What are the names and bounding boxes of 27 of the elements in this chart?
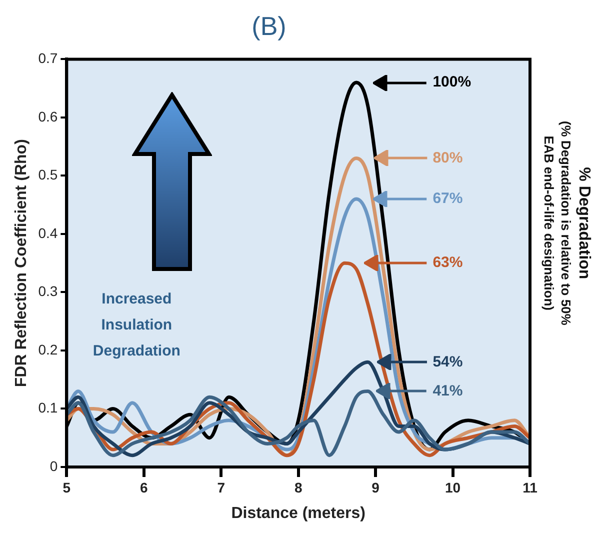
y-tick-label: 0 — [50, 458, 58, 474]
legend-label: 80% — [432, 149, 463, 166]
y-tick-label: 0.6 — [38, 108, 58, 124]
x-tick-label: 6 — [140, 479, 148, 496]
y-tick-label: 0.3 — [38, 283, 58, 300]
annotation: Increased Insulation Degradation — [92, 290, 180, 360]
legend-label: 67% — [432, 190, 463, 208]
y-tick-label: 0.1 — [38, 400, 58, 416]
x-tick-label: 10 — [444, 479, 461, 496]
x-axis-title: Distance (meters) — [231, 504, 366, 522]
x-tick-label: 11 — [522, 479, 538, 496]
x-tick-label: 7 — [217, 479, 226, 496]
y-tick-label: 0.4 — [38, 224, 58, 241]
y-tick-label: 0.2 — [38, 341, 58, 358]
legend-label: 100% — [432, 74, 472, 91]
text: (% Degradation is relative to 50% EAB end-of-life designation) — [541, 120, 574, 326]
chart-title: (B) — [252, 10, 286, 41]
x-tick-label: 5 — [62, 479, 71, 496]
x-tick-label: 9 — [372, 479, 380, 496]
y-tick-label: 0.7 — [38, 50, 58, 66]
legend-label: 54% — [432, 353, 463, 370]
legend-label: 41% — [432, 382, 463, 400]
legend-label: 63% — [432, 254, 463, 272]
x-tick-label: 8 — [294, 479, 302, 496]
y-tick-label: 0.5 — [38, 166, 58, 183]
y-axis-title: FDR Reflection Coefficient (Rho) — [13, 139, 30, 388]
legend-title: % Degradation — [576, 167, 593, 280]
